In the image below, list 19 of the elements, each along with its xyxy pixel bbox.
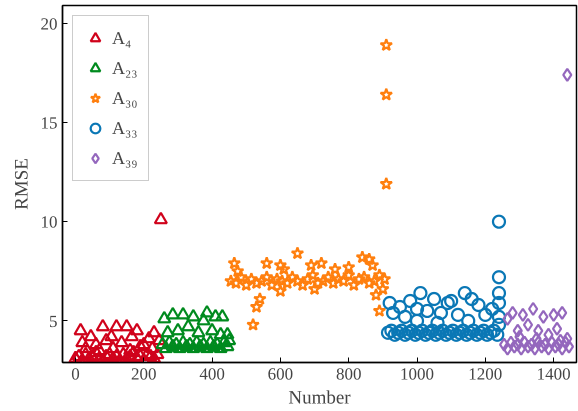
y-tick-label: 5: [49, 312, 58, 331]
legend-label: A₂₃: [112, 58, 138, 78]
y-tick-label: 10: [40, 212, 58, 232]
y-tick-label: 15: [40, 114, 58, 133]
x-tick-label: 400: [199, 364, 225, 384]
x-tick-label: 1200: [468, 364, 502, 384]
y-tick-label: 20: [40, 14, 58, 34]
x-tick-label: 1000: [400, 364, 434, 384]
legend-label: A₄: [112, 28, 132, 48]
y-axis-title: RMSE: [12, 158, 32, 210]
x-axis-title: Number: [288, 388, 352, 408]
x-tick-label: 0: [71, 364, 80, 384]
legend-label: A₃₃: [112, 118, 138, 138]
legend-label: A₃₀: [112, 88, 138, 108]
x-tick-label: 800: [336, 364, 362, 384]
x-tick-label: 200: [131, 364, 157, 384]
legend-label: A₃₉: [112, 148, 138, 168]
x-tick-label: 600: [268, 364, 294, 384]
x-tick-label: 1400: [536, 364, 571, 384]
